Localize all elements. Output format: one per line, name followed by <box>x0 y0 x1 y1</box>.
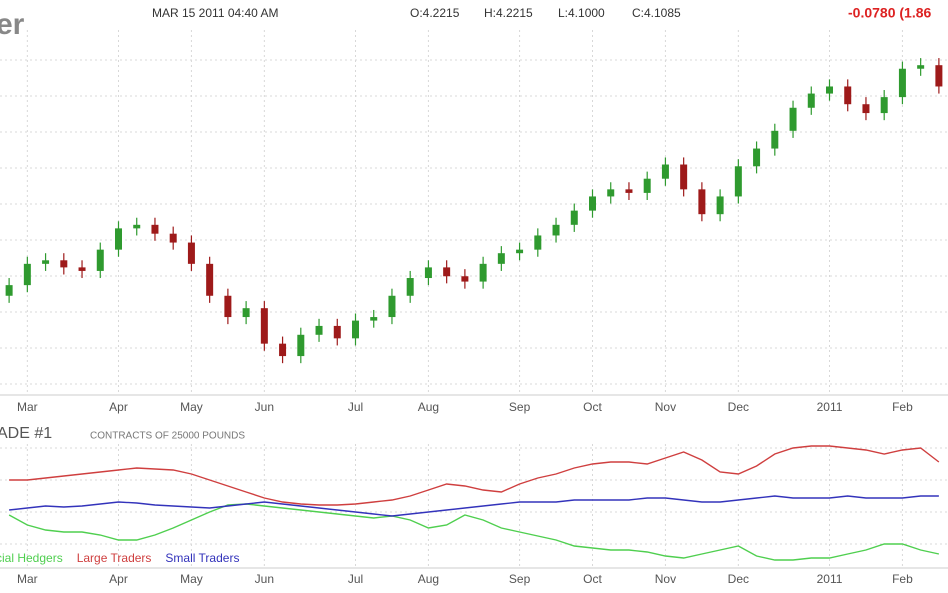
candle-body <box>224 295 232 318</box>
series-line <box>9 495 939 517</box>
candle-body <box>23 263 31 286</box>
x-tick-label: Mar <box>17 400 38 414</box>
candle-body <box>661 164 669 179</box>
candle-body <box>917 65 925 69</box>
candle-body <box>789 107 797 131</box>
x-tick-label: Feb <box>892 572 913 586</box>
candle-body <box>862 104 870 114</box>
x-tick-label: Oct <box>583 400 602 414</box>
candle-body <box>187 242 195 264</box>
legend-entry: cial Hedgers <box>0 551 63 565</box>
candle-body <box>753 148 761 167</box>
candle-body <box>133 224 141 229</box>
candle-body <box>96 249 104 271</box>
candle-body <box>151 224 159 234</box>
candle-body <box>880 97 888 114</box>
x-tick-label: Oct <box>583 572 602 586</box>
candle-body <box>698 189 706 215</box>
quote-open: O:4.2215 <box>410 6 460 20</box>
quote-high: H:4.2215 <box>484 6 533 20</box>
x-tick-label: Jul <box>348 572 363 586</box>
candle-body <box>625 189 633 193</box>
x-tick-label: May <box>180 572 203 586</box>
legend-entry: Large Traders <box>77 551 152 565</box>
x-tick-label: Jul <box>348 400 363 414</box>
x-tick-label: Mar <box>17 572 38 586</box>
candle-body <box>807 93 815 108</box>
candle-body <box>716 196 724 215</box>
candle-body <box>242 308 250 318</box>
quote-change: -0.0780 (1.86 <box>848 5 931 21</box>
candle-body <box>297 334 305 357</box>
x-tick-label: Dec <box>728 400 749 414</box>
candle-body <box>279 343 287 357</box>
legend-entry: Small Traders <box>165 551 239 565</box>
candle-body <box>42 260 50 264</box>
candle-body <box>78 267 86 271</box>
quote-time: MAR 15 2011 04:40 AM <box>152 6 279 20</box>
x-tick-label: Apr <box>109 572 128 586</box>
candle-body <box>643 178 651 193</box>
candle-body <box>461 276 469 282</box>
x-tick-label: Feb <box>892 400 913 414</box>
background-grid <box>0 59 948 569</box>
quote-close: C:4.1085 <box>632 6 681 20</box>
candle-body <box>534 235 542 250</box>
candle-body <box>443 267 451 277</box>
x-tick-label: Dec <box>728 572 749 586</box>
x-tick-label: Jun <box>255 572 274 586</box>
candle-body <box>497 253 505 264</box>
candle-body <box>570 210 578 225</box>
candle-body <box>826 86 833 94</box>
x-tick-label: Nov <box>655 400 676 414</box>
quote-low: L:4.1000 <box>558 6 605 20</box>
candle-body <box>60 260 68 268</box>
candle-body <box>424 267 432 279</box>
x-tick-label: 2011 <box>817 400 843 414</box>
candle-body <box>935 65 943 87</box>
candle-body <box>315 325 323 335</box>
x-tick-label: Nov <box>655 572 676 586</box>
x-tick-label: Aug <box>418 572 439 586</box>
candle-body <box>115 228 122 250</box>
x-tick-label: 2011 <box>817 572 843 586</box>
candle-body <box>607 189 615 197</box>
candle-body <box>844 86 852 105</box>
series-line <box>9 445 940 506</box>
x-tick-label: Sep <box>509 572 531 586</box>
candle-body <box>552 224 560 236</box>
x-tick-label: Jun <box>255 400 274 414</box>
x-tick-label: Sep <box>509 400 531 414</box>
instrument-name: er <box>0 8 25 41</box>
candle-body <box>370 317 378 321</box>
candle-body <box>479 263 487 282</box>
candle-body <box>352 320 359 339</box>
candle-body <box>516 249 524 254</box>
candle-body <box>680 164 688 190</box>
panel-subtitle: CONTRACTS OF 25000 POUNDS <box>90 431 245 442</box>
candle-body <box>333 325 341 339</box>
candle-body <box>5 285 13 296</box>
panel-title: ADE #1 <box>0 425 52 442</box>
candle-body <box>260 308 268 344</box>
candle-body <box>406 278 414 296</box>
candle-body <box>169 233 177 243</box>
candle-body <box>206 263 214 296</box>
candle-body <box>589 196 596 211</box>
candle-body <box>734 166 742 197</box>
candle-body <box>388 295 396 318</box>
x-tick-label: Apr <box>109 400 128 414</box>
candle-body <box>771 130 779 149</box>
x-tick-label: May <box>180 400 203 414</box>
candle-body <box>898 68 906 98</box>
series-line <box>8 503 940 561</box>
x-tick-label: Aug <box>418 400 439 414</box>
